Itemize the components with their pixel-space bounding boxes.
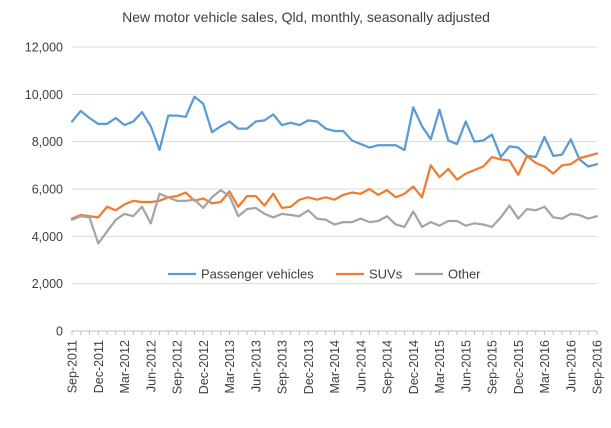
x-tick-label: Mar-2014 [328, 340, 342, 394]
legend: Passenger vehicles SUVs Other [162, 264, 486, 282]
x-tick-label: Sep-2012 [171, 340, 185, 394]
y-tick-label: 0 [56, 325, 63, 339]
legend-label-passenger-vehicles: Passenger vehicles [201, 267, 314, 282]
x-tick-label: Mar-2015 [433, 340, 447, 394]
x-tick-label: Mar-2013 [223, 340, 237, 394]
x-tick-label: Jun-2012 [144, 340, 158, 392]
x-tick-label: Jun-2015 [459, 340, 473, 392]
series-line-suvs [70, 152, 599, 220]
x-tick-label: Dec-2014 [407, 340, 421, 394]
chart-title: New motor vehicle sales, Qld, monthly, s… [122, 9, 490, 25]
y-tick-label: 2,000 [32, 277, 63, 291]
series-lines [70, 95, 599, 245]
y-tick-label: 4,000 [32, 230, 63, 244]
legend-bg-suvs [330, 264, 400, 282]
x-tick-label: Dec-2015 [512, 340, 526, 394]
x-tick-label: Sep-2013 [276, 340, 290, 394]
series-line-other [70, 189, 599, 245]
legend-label-suvs: SUVs [369, 267, 403, 282]
x-tick-label: Jun-2013 [249, 340, 263, 392]
x-tick-label: Sep-2016 [591, 340, 605, 394]
legend-bg-passenger-vehicles [162, 264, 334, 282]
x-tick-label: Mar-2012 [118, 340, 132, 394]
x-tick-label: Dec-2012 [197, 340, 211, 394]
x-tick-label: Dec-2013 [302, 340, 316, 394]
y-tick-label: 10,000 [25, 88, 63, 102]
y-tick-label: 12,000 [25, 41, 63, 55]
y-tick-label: 6,000 [32, 183, 63, 197]
y-tick-label: 8,000 [32, 135, 63, 149]
x-tick-label: Mar-2016 [538, 340, 552, 394]
x-axis-ticks: Sep-2011 Dec-2011 Mar-2012 Jun-2012 Sep-2012… [66, 331, 605, 394]
legend-label-other: Other [448, 267, 481, 282]
legend-bg-other [409, 264, 486, 282]
series-line-passenger-vehicles [70, 95, 599, 168]
x-tick-label: Dec-2011 [92, 340, 106, 393]
y-axis-ticks: 0 2,000 4,000 6,000 8,000 10,000 12,000 [25, 41, 63, 339]
x-tick-label: Sep-2011 [66, 340, 80, 393]
x-tick-label: Jun-2014 [354, 340, 368, 392]
x-tick-label: Jun-2016 [564, 340, 578, 392]
gridlines [72, 46, 597, 285]
x-tick-label: Sep-2015 [486, 340, 500, 394]
x-tick-label: Sep-2014 [381, 340, 395, 394]
